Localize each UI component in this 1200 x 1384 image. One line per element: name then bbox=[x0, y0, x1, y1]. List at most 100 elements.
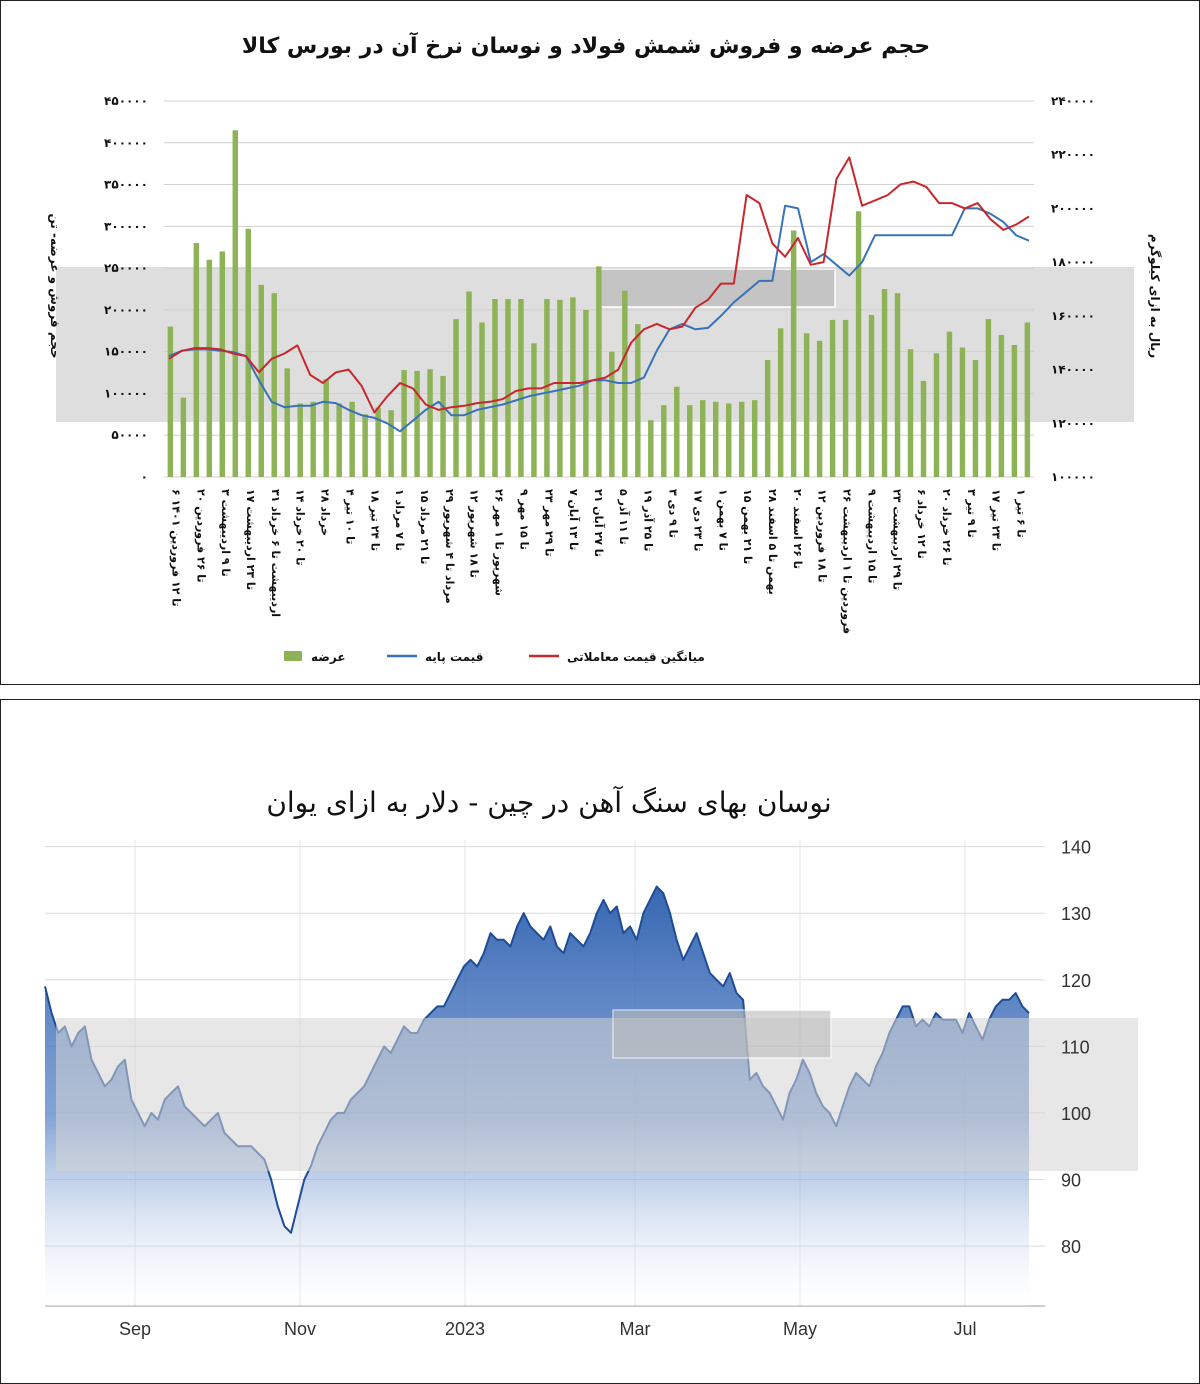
bar-supply bbox=[219, 251, 226, 477]
y-tick-label: 140 bbox=[1061, 838, 1091, 858]
bar-supply bbox=[725, 403, 732, 477]
legend-label-avg-price: میانگین قیمت معاملاتی bbox=[567, 650, 705, 664]
y-tick-label: 80 bbox=[1061, 1237, 1081, 1257]
x-category-label: ۲۳ تا ۲۹ اردیبهشت bbox=[890, 489, 903, 590]
y-left-tick-label: ۲۰۰۰۰۰ bbox=[104, 303, 148, 317]
y-right-tick-label: ۱۶۰۰۰۰ bbox=[1051, 309, 1095, 323]
watermark-band bbox=[56, 267, 1134, 422]
bar-supply bbox=[518, 299, 524, 477]
bar-supply bbox=[440, 375, 446, 477]
bar-supply bbox=[284, 368, 290, 477]
bar-supply bbox=[868, 314, 875, 477]
bar-supply bbox=[661, 405, 667, 477]
bar-supply bbox=[453, 319, 459, 477]
bar-supply bbox=[427, 369, 433, 477]
x-category-label: ۱۷ تا ۲۳ دی bbox=[691, 489, 704, 551]
x-category-label: ۱۲ تا ۱۸ فروردین bbox=[816, 489, 829, 583]
y-left-tick-label: ۰ bbox=[141, 470, 148, 484]
bar-supply bbox=[816, 340, 823, 477]
bar-supply bbox=[505, 299, 511, 477]
bar-supply bbox=[803, 333, 810, 477]
bar-supply bbox=[713, 401, 719, 477]
y-right-tick-label: ۱۸۰۰۰۰ bbox=[1051, 255, 1095, 269]
bar-supply bbox=[193, 243, 200, 477]
x-category-label: ۲۰ تا ۲۶ فروردین bbox=[194, 489, 207, 583]
y-right-tick-label: ۱۰۰۰۰۰ bbox=[1051, 470, 1095, 484]
x-category-label: ۲۸ بهمن تا ۵ اسفند bbox=[766, 489, 779, 595]
legend-label-supply: عرضه bbox=[311, 650, 346, 664]
bar-supply bbox=[232, 130, 239, 477]
x-tick-label: Nov bbox=[284, 1319, 316, 1339]
x-category-label: ۱ تا ۷ مرداد bbox=[393, 489, 406, 551]
y-tick-label: 120 bbox=[1061, 971, 1091, 991]
y-right-tick-label: ۲۰۰۰۰۰ bbox=[1051, 201, 1095, 215]
y-axis-ticks: 140 130 120 110 100 90 80 bbox=[1061, 838, 1091, 1257]
chart-title: حجم عرضه و فروش شمش فولاد و نوسان نرخ آن… bbox=[242, 31, 930, 59]
x-category-label: ۲۰ تا ۲۶ خرداد bbox=[940, 489, 953, 565]
bar-supply bbox=[336, 403, 342, 477]
y-right-tick-label: ۲۲۰۰۰۰ bbox=[1051, 148, 1095, 162]
chart-title: نوسان بهای سنگ آهن در چین - دلار به ازای… bbox=[266, 786, 831, 819]
bar-supply bbox=[972, 360, 979, 477]
x-category-label: ۷ تا ۱۳ آبان bbox=[567, 489, 581, 550]
bar-supply bbox=[349, 401, 355, 477]
bar-supply bbox=[959, 347, 966, 477]
bar-supply bbox=[907, 349, 914, 477]
x-category-label: ۱ تا ۶ تیر bbox=[1015, 489, 1028, 538]
x-category-label: ۲۳ تا ۲۹ مهر bbox=[542, 489, 555, 557]
bar-supply bbox=[609, 351, 615, 477]
bar-supply bbox=[557, 299, 563, 477]
steel-volume-price-chart: ۴۵۰۰۰۰ ۴۰۰۰۰۰ ۳۵۰۰۰۰ ۳۰۰۰۰۰ ۲۵۰۰۰۰ ۲۰۰۰۰۰ ۱۵۰۰… bbox=[47, 31, 1162, 664]
bar-supply bbox=[1024, 322, 1031, 477]
watermark-band-rect bbox=[56, 1018, 1138, 1171]
x-category-label: ۳ تا ۹ اردیبهشت bbox=[219, 489, 232, 577]
y-axis-right-label: ریال به ازای کیلوگرم bbox=[1147, 234, 1162, 358]
x-category-label: ۵ تا ۱۱ آذر bbox=[617, 489, 631, 545]
bar-supply bbox=[635, 324, 641, 477]
bar-supply bbox=[466, 291, 472, 477]
bar-supply bbox=[946, 331, 953, 477]
y-axis-left-label: حجم فروش و عرضه- تن bbox=[47, 213, 62, 358]
x-tick-label: May bbox=[783, 1319, 817, 1339]
x-tick-label: Sep bbox=[119, 1319, 151, 1339]
bar-supply bbox=[829, 319, 836, 477]
bar-supply bbox=[674, 386, 680, 477]
y-axis-left-ticks: ۴۵۰۰۰۰ ۴۰۰۰۰۰ ۳۵۰۰۰۰ ۳۰۰۰۰۰ ۲۵۰۰۰۰ ۲۰۰۰۰۰ ۱۵۰۰… bbox=[104, 94, 148, 484]
y-left-tick-label: ۳۵۰۰۰۰ bbox=[104, 178, 148, 192]
x-category-label: ۲۸ خرداد bbox=[319, 489, 332, 536]
bar-supply bbox=[583, 309, 589, 477]
x-axis-ticks: Sep Nov 2023 Mar May Jul bbox=[119, 1319, 977, 1339]
bar-supply bbox=[790, 230, 797, 477]
y-left-tick-label: ۵۰۰۰۰ bbox=[111, 428, 148, 442]
bar-supply bbox=[933, 353, 940, 477]
bar-supply bbox=[764, 360, 771, 477]
bar-supply bbox=[648, 420, 654, 477]
x-category-label: ۲۶ فروردین تا ۱ اردیبهشت bbox=[841, 489, 854, 634]
bar-supply bbox=[531, 343, 537, 477]
x-category-label: ۱۷ تا ۲۳ تیر bbox=[990, 489, 1003, 551]
bar-supply bbox=[544, 299, 550, 477]
y-right-tick-label: ۲۴۰۰۰۰ bbox=[1051, 94, 1095, 108]
x-axis-category-labels: ۶ تا ۱۲ فروردین ۱۴۰۱ ۲۰ تا ۲۶ فروردین ۳ تا… bbox=[169, 489, 1027, 634]
legend-swatch-supply bbox=[284, 651, 302, 661]
line-series bbox=[168, 156, 1030, 433]
x-category-label: ۴ تا ۱۰ تیر bbox=[343, 489, 356, 544]
x-category-label: ۱۸ تا ۲۴ تیر bbox=[368, 489, 381, 551]
y-left-tick-label: ۱۵۰۰۰۰ bbox=[104, 345, 148, 359]
legend: عرضه قیمت پایه میانگین قیمت معاملاتی bbox=[284, 650, 705, 664]
bar-supply bbox=[855, 211, 862, 477]
watermark-band bbox=[56, 1009, 1138, 1171]
bar-supply bbox=[271, 293, 277, 477]
watermark-stamp bbox=[612, 1009, 832, 1059]
bar-supply bbox=[414, 370, 420, 477]
x-category-label: ۱۴ تا ۲۰ خرداد bbox=[294, 489, 307, 565]
bar-supply bbox=[258, 284, 264, 477]
bar-supply bbox=[492, 299, 498, 477]
bar-supply bbox=[998, 334, 1005, 477]
bar-supply bbox=[687, 405, 693, 477]
x-tick-label: 2023 bbox=[445, 1319, 485, 1339]
x-tick-label: Mar bbox=[620, 1319, 651, 1339]
line-avg-price bbox=[168, 156, 1030, 414]
y-tick-label: 100 bbox=[1061, 1104, 1091, 1124]
